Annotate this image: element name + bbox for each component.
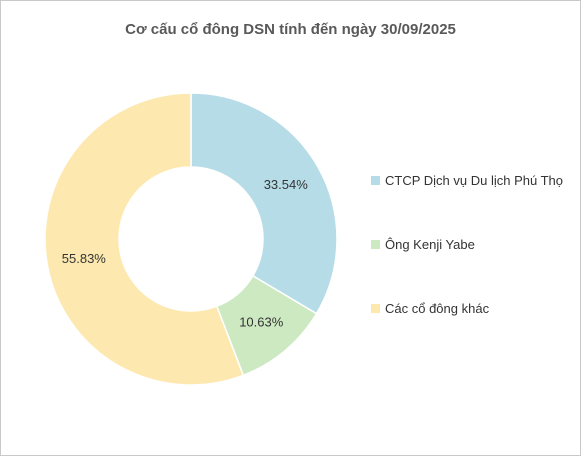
legend-label-0: CTCP Dịch vụ Du lịch Phú Thọ: [385, 173, 563, 188]
legend-swatch-2: [371, 304, 380, 313]
legend-swatch-0: [371, 176, 380, 185]
legend: CTCP Dịch vụ Du lịch Phú Thọ Ông Kenji Ya…: [371, 173, 563, 316]
legend-swatch-1: [371, 240, 380, 249]
legend-label-2: Các cổ đông khác: [385, 301, 490, 316]
data-label-2: 55.83%: [62, 251, 107, 266]
data-labels-group: 33.54% 10.63% 55.83%: [62, 177, 308, 329]
slices-group: [44, 92, 338, 386]
legend-label-1: Ông Kenji Yabe: [385, 237, 475, 252]
chart-title: Cơ cấu cổ đông DSN tính đến ngày 30/09/2…: [125, 21, 456, 38]
data-label-1: 10.63%: [239, 314, 284, 329]
slice-2: [44, 92, 245, 386]
slice-0: [190, 92, 338, 315]
data-label-0: 33.54%: [264, 177, 309, 192]
